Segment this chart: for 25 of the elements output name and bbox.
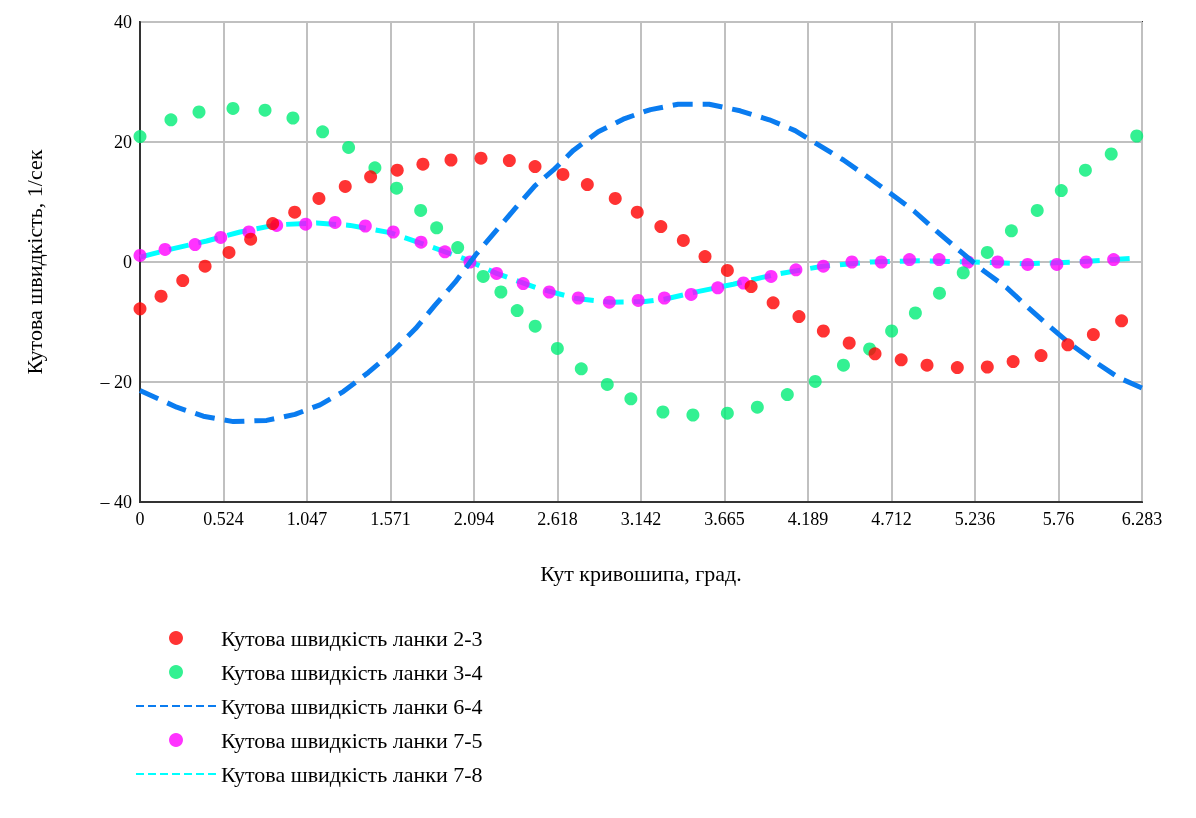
x-axis-title: Кут кривошипа, град. — [540, 560, 742, 586]
legend-label: Кутова швидкість ланки 7-8 — [221, 761, 483, 787]
x-tick-label: 5.236 — [954, 509, 996, 529]
y-tick-label: 40 — [114, 12, 132, 32]
x-tick-label: 1.571 — [370, 509, 411, 529]
x-tick-label: 0.524 — [203, 509, 244, 529]
y-tick-label: 20 — [114, 132, 132, 152]
x-tick-label: 3.142 — [620, 509, 662, 529]
x-tick-label: 0 — [135, 509, 145, 529]
x-tick-label: 4.712 — [871, 509, 912, 529]
x-tick-label: 4.189 — [787, 509, 829, 529]
legend-label: Кутова швидкість ланки 7-5 — [221, 727, 483, 753]
legend-label: Кутова швидкість ланки 2-3 — [221, 625, 483, 651]
x-tick-label: 2.618 — [537, 509, 578, 529]
x-tick-label: 5.76 — [1042, 509, 1075, 529]
x-tick-label: 2.094 — [453, 509, 495, 529]
legend-label: Кутова швидкість ланки 3-4 — [221, 659, 483, 685]
y-tick-label: 0 — [123, 252, 132, 272]
y-tick-label: – 40 — [99, 492, 132, 512]
y-axis-title: Кутова швидкість, 1/сек — [21, 149, 47, 375]
x-tick-label: 1.047 — [286, 509, 328, 529]
x-tick-label: 3.665 — [704, 509, 745, 529]
legend-label: Кутова швидкість ланки 6-4 — [221, 693, 483, 719]
y-tick-label: – 20 — [99, 372, 132, 392]
x-tick-label: 6.283 — [1121, 509, 1163, 529]
